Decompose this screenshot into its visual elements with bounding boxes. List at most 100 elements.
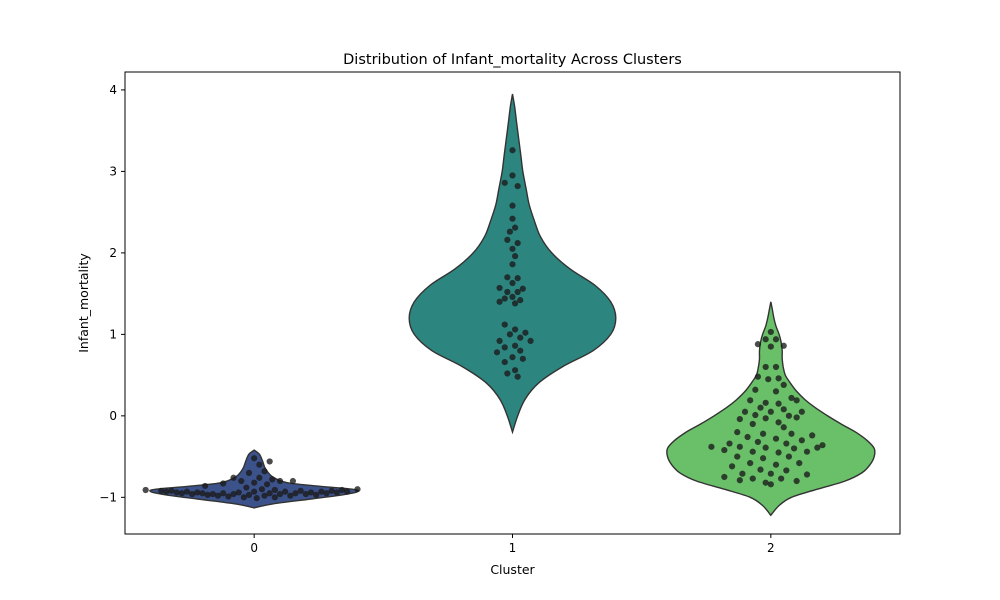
data-point-cluster-0: [258, 486, 266, 493]
violin-cluster-2: [666, 301, 876, 517]
data-point-cluster-2: [747, 397, 754, 404]
data-point-cluster-0: [266, 490, 273, 497]
data-point-cluster-1: [511, 224, 519, 231]
data-point-cluster-2: [772, 388, 780, 395]
data-point-cluster-0: [333, 489, 340, 496]
data-point-cluster-2: [762, 363, 769, 371]
data-point-cluster-0: [142, 486, 149, 494]
swarm-points-layer: [142, 147, 826, 502]
data-point-cluster-1: [511, 300, 519, 307]
data-point-cluster-2: [783, 467, 790, 474]
data-point-cluster-0: [158, 487, 165, 494]
data-point-cluster-1: [519, 355, 526, 362]
data-point-cluster-0: [214, 492, 222, 499]
data-point-cluster-1: [501, 321, 508, 328]
data-point-cluster-1: [509, 215, 516, 222]
data-point-cluster-2: [757, 404, 764, 411]
data-point-cluster-2: [736, 477, 743, 484]
data-point-cluster-1: [501, 179, 508, 186]
data-point-cluster-0: [173, 489, 180, 496]
x-axis-label: Cluster: [490, 562, 535, 577]
data-point-cluster-2: [747, 460, 754, 467]
data-point-cluster-2: [726, 440, 733, 447]
data-point-cluster-1: [509, 279, 516, 287]
data-point-cluster-1: [509, 261, 516, 268]
data-point-cluster-2: [785, 453, 793, 460]
data-point-cluster-0: [199, 490, 206, 497]
data-point-cluster-1: [506, 228, 514, 235]
data-point-cluster-1: [514, 373, 521, 380]
chart-title: Distribution of Infant_mortality Across …: [343, 52, 682, 68]
data-point-cluster-2: [767, 470, 774, 477]
data-point-cluster-2: [780, 381, 787, 388]
data-point-cluster-0: [240, 494, 247, 501]
data-point-cluster-2: [762, 415, 769, 422]
data-point-cluster-2: [765, 376, 772, 383]
data-point-cluster-1: [517, 347, 524, 354]
data-point-cluster-1: [493, 349, 501, 356]
data-point-cluster-2: [762, 479, 769, 486]
data-point-cluster-2: [772, 461, 780, 468]
data-point-cluster-2: [736, 416, 743, 423]
data-point-cluster-0: [245, 469, 253, 476]
data-point-cluster-1: [496, 337, 503, 344]
data-point-cluster-1: [514, 288, 521, 296]
data-point-cluster-2: [798, 408, 805, 415]
data-point-cluster-0: [263, 481, 271, 488]
data-point-cluster-2: [780, 424, 787, 431]
data-point-cluster-2: [759, 455, 767, 462]
data-point-cluster-0: [189, 490, 196, 498]
data-point-cluster-1: [511, 367, 519, 374]
data-point-cluster-2: [809, 432, 816, 439]
data-point-cluster-2: [793, 477, 800, 485]
data-point-cluster-0: [266, 458, 273, 465]
data-point-cluster-1: [514, 240, 521, 247]
data-point-cluster-2: [814, 444, 821, 451]
data-point-cluster-0: [282, 488, 289, 495]
data-point-cluster-0: [245, 491, 253, 498]
data-point-cluster-1: [511, 253, 519, 260]
data-point-cluster-2: [788, 394, 795, 402]
data-point-cluster-1: [527, 337, 534, 344]
data-point-cluster-1: [509, 245, 516, 252]
data-point-cluster-1: [522, 329, 529, 336]
data-point-cluster-2: [783, 440, 790, 447]
data-point-cluster-0: [302, 490, 309, 498]
data-point-cluster-0: [256, 461, 263, 468]
data-point-cluster-1: [504, 370, 511, 377]
data-point-cluster-2: [767, 328, 774, 336]
data-point-cluster-0: [354, 486, 361, 493]
data-point-cluster-0: [307, 489, 315, 496]
data-point-cluster-1: [517, 334, 524, 341]
data-point-cluster-2: [752, 386, 759, 393]
data-point-cluster-0: [271, 486, 278, 494]
data-point-cluster-2: [767, 481, 774, 488]
data-point-cluster-1: [509, 354, 516, 361]
data-point-cluster-1: [504, 236, 511, 243]
x-tick-label: 0: [250, 541, 258, 555]
data-point-cluster-1: [511, 326, 519, 333]
data-point-cluster-2: [721, 473, 728, 481]
data-point-cluster-2: [744, 433, 751, 441]
y-tick-label: 4: [109, 83, 117, 97]
data-point-cluster-2: [759, 430, 767, 437]
data-point-cluster-2: [754, 341, 762, 348]
data-point-cluster-0: [209, 490, 216, 498]
data-point-cluster-1: [511, 342, 519, 349]
data-point-cluster-0: [261, 492, 268, 499]
x-axis: 0 1 2: [250, 534, 775, 555]
data-point-cluster-2: [767, 343, 774, 350]
data-point-cluster-2: [739, 470, 746, 477]
x-tick-label: 2: [767, 541, 775, 555]
data-point-cluster-1: [514, 275, 521, 282]
data-point-cluster-2: [775, 449, 782, 456]
y-tick-label: 1: [109, 327, 117, 341]
data-point-cluster-2: [762, 336, 769, 343]
data-point-cluster-2: [752, 411, 759, 419]
data-point-cluster-1: [506, 331, 514, 338]
y-tick-label: 0: [109, 409, 117, 423]
data-point-cluster-2: [767, 408, 774, 415]
data-point-cluster-0: [251, 455, 258, 462]
data-point-cluster-0: [238, 477, 245, 485]
